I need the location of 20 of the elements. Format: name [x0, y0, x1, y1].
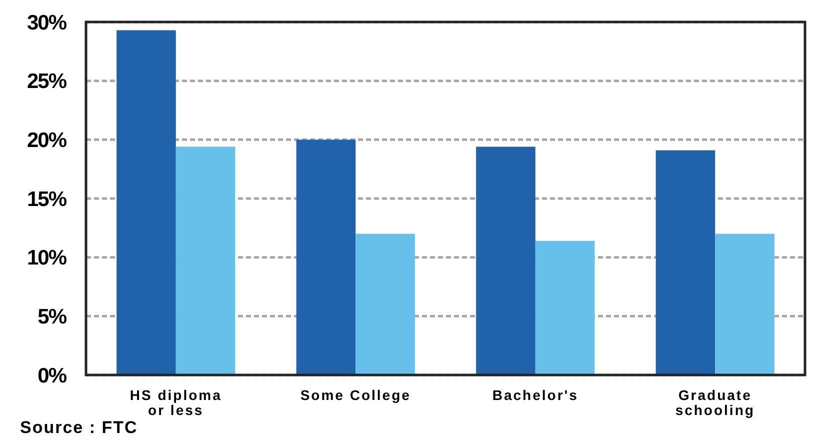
- bar: [656, 150, 716, 375]
- x-tick-label: Bachelor's: [492, 387, 578, 403]
- bar: [715, 234, 774, 375]
- bar: [356, 234, 415, 375]
- y-tick-label: 25%: [26, 70, 68, 94]
- bar: [535, 240, 595, 375]
- y-tick-label: 15%: [26, 188, 68, 211]
- x-tick-label: Some College: [300, 387, 411, 403]
- source-note: Source : FTC: [20, 418, 138, 437]
- y-tick-label: 5%: [38, 306, 68, 329]
- bar: [296, 140, 356, 375]
- y-tick-label: 0%: [38, 364, 68, 388]
- bar: [176, 146, 236, 375]
- y-tick-label: 30%: [26, 11, 68, 34]
- y-tick-label: 20%: [26, 129, 68, 152]
- y-tick-label: 10%: [26, 246, 68, 270]
- x-tick-label: HS diploma or less: [130, 387, 222, 418]
- bar: [476, 146, 536, 375]
- x-tick-label: Graduate schooling: [675, 387, 755, 418]
- bar: [116, 30, 176, 375]
